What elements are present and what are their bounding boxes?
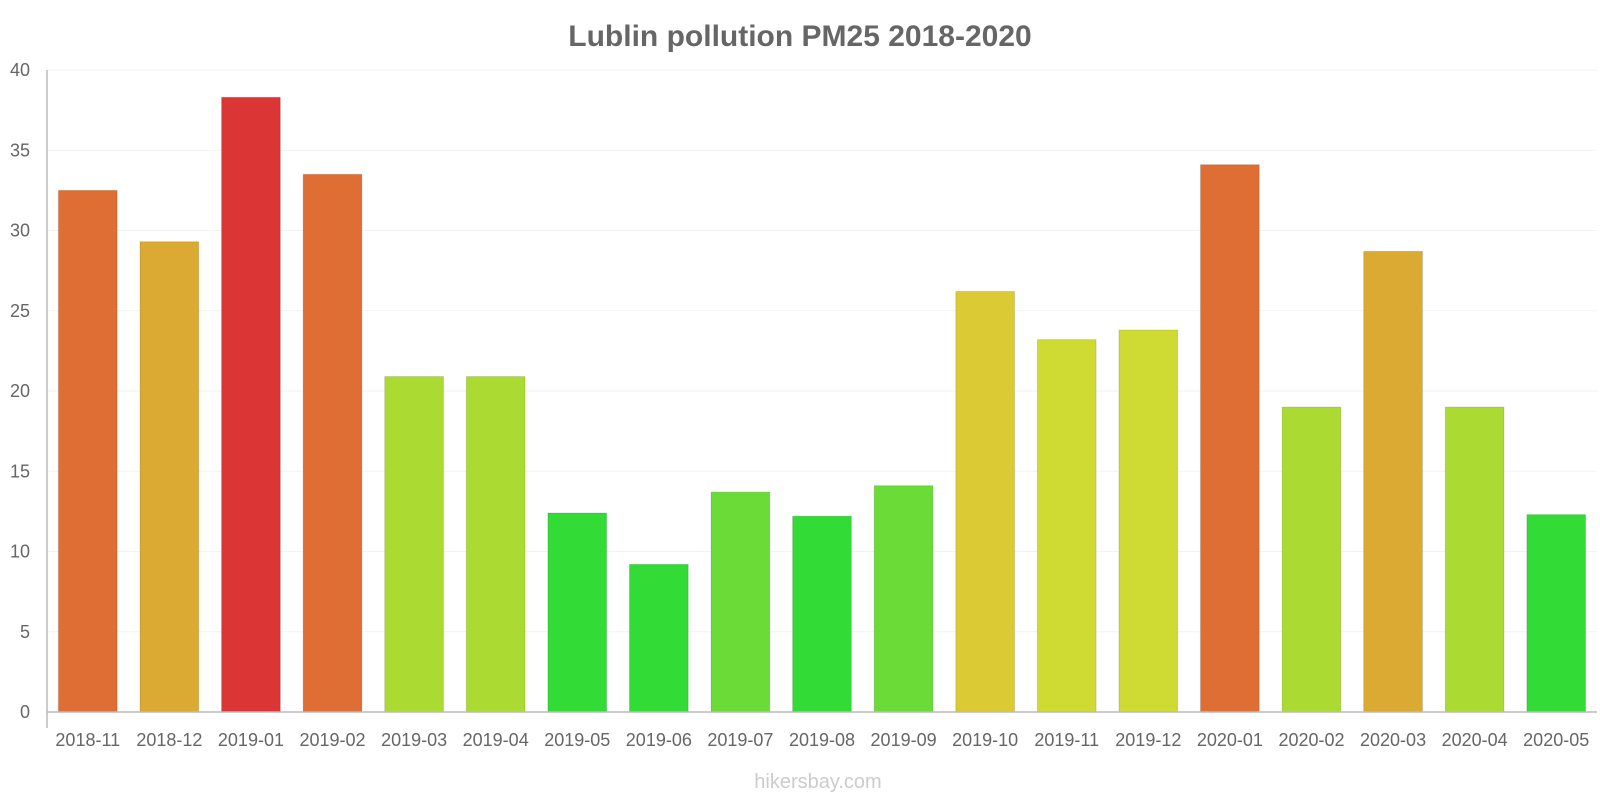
bar-2019-06[interactable] bbox=[628, 563, 689, 713]
y-tick-label: 30 bbox=[10, 221, 30, 241]
x-tick-label: 2020-04 bbox=[1442, 730, 1508, 750]
x-tick-label: 2019-07 bbox=[707, 730, 773, 750]
x-tick-label: 2019-01 bbox=[218, 730, 284, 750]
bar-2019-10[interactable] bbox=[955, 290, 1016, 713]
bar-2020-04[interactable] bbox=[1444, 406, 1505, 713]
x-tick-label: 2019-12 bbox=[1115, 730, 1181, 750]
x-tick-label: 2019-08 bbox=[789, 730, 855, 750]
x-tick-label: 2019-09 bbox=[871, 730, 937, 750]
credit-label[interactable]: hikersbay.com bbox=[754, 771, 881, 793]
bar-2018-12[interactable] bbox=[139, 241, 200, 713]
y-tick-label: 25 bbox=[10, 301, 30, 321]
x-tick-label: 2019-04 bbox=[463, 730, 529, 750]
bar-2019-04[interactable] bbox=[465, 376, 526, 713]
y-tick-label: 0 bbox=[20, 702, 30, 722]
bar-2018-11[interactable] bbox=[57, 189, 118, 713]
bar-2019-07[interactable] bbox=[710, 491, 771, 713]
y-tick-label: 40 bbox=[10, 60, 30, 80]
bar-2019-09[interactable] bbox=[873, 485, 934, 713]
y-tick-label: 15 bbox=[10, 461, 30, 481]
bar-2019-03[interactable] bbox=[384, 376, 444, 713]
chart-title: Lublin pollution PM25 2018-2020 bbox=[568, 20, 1031, 53]
bar-2019-02[interactable] bbox=[302, 173, 363, 713]
x-tick-label: 2020-05 bbox=[1523, 730, 1589, 750]
y-tick-label: 10 bbox=[10, 542, 30, 562]
x-tick-label: 2019-10 bbox=[952, 730, 1018, 750]
bar-2020-01[interactable] bbox=[1200, 164, 1260, 713]
x-axis-ticks: 2018-11 2018-12 2019-01 2019-02 2019-03 2019-… bbox=[55, 730, 1589, 750]
bar-2019-12[interactable] bbox=[1118, 329, 1179, 713]
bar-2019-05[interactable] bbox=[547, 512, 608, 713]
x-tick-label: 2019-02 bbox=[299, 730, 365, 750]
bar-2019-08[interactable] bbox=[792, 515, 852, 713]
x-tick-label: 2019-05 bbox=[544, 730, 610, 750]
x-tick-label: 2019-11 bbox=[1034, 730, 1099, 750]
x-tick-label: 2020-02 bbox=[1278, 730, 1344, 750]
bar-2020-02[interactable] bbox=[1281, 406, 1342, 713]
bar-2019-01[interactable] bbox=[221, 96, 281, 713]
bar-2020-03[interactable] bbox=[1363, 250, 1423, 713]
y-axis-ticks: 0 5 10 15 20 25 30 35 40 bbox=[10, 60, 30, 722]
x-tick-label: 2018-11 bbox=[55, 730, 120, 750]
x-tick-label: 2019-03 bbox=[381, 730, 447, 750]
y-tick-label: 35 bbox=[10, 140, 30, 160]
x-tick-label: 2019-06 bbox=[626, 730, 692, 750]
bars bbox=[57, 96, 1587, 713]
bar-2020-05[interactable] bbox=[1526, 514, 1587, 713]
x-tick-label: 2018-12 bbox=[136, 730, 202, 750]
x-tick-label: 2020-03 bbox=[1360, 730, 1426, 750]
y-tick-label: 20 bbox=[10, 381, 30, 401]
x-tick-label: 2020-01 bbox=[1197, 730, 1263, 750]
y-tick-label: 5 bbox=[20, 622, 30, 642]
bar-2019-11[interactable] bbox=[1036, 339, 1097, 713]
